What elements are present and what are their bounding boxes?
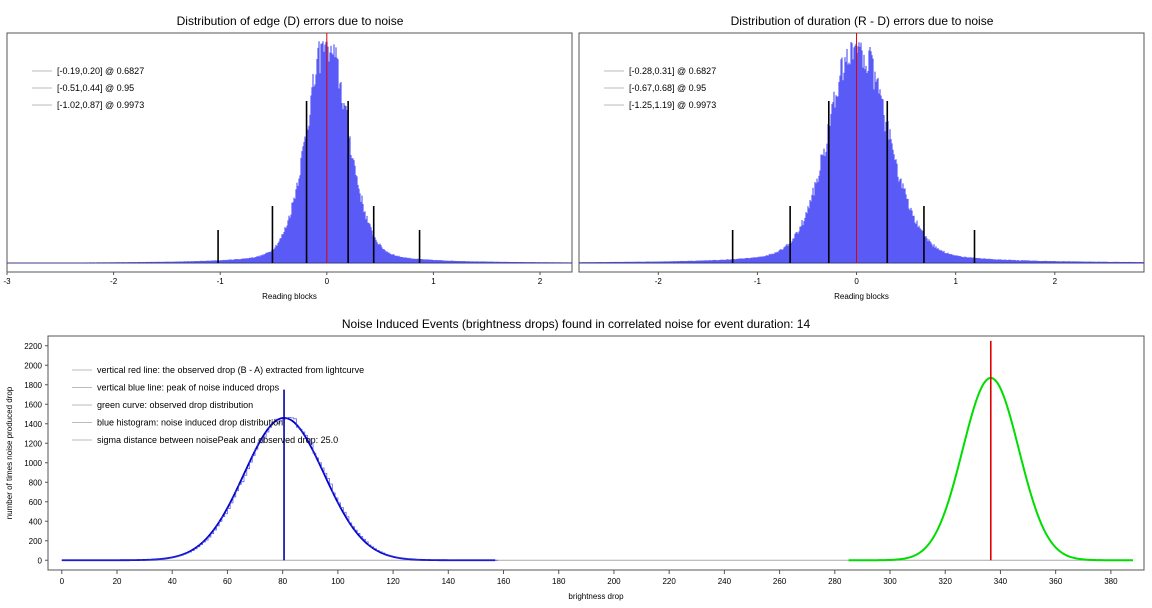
x-tick-label: 180: [552, 577, 566, 586]
y-tick-label: 1000: [24, 459, 42, 468]
y-tick-label: 600: [29, 498, 43, 507]
x-tick-label: 100: [331, 577, 345, 586]
x-tick-label: 320: [939, 577, 953, 586]
x-tick-label: 2: [538, 277, 543, 286]
legend-entry: [-0.19,0.20] @ 0.6827: [57, 66, 144, 76]
histogram-bars: [85, 41, 572, 263]
chart-title-noise-events: Noise Induced Events (brightness drops) …: [341, 317, 811, 331]
x-tick-label: 0: [60, 577, 65, 586]
y-tick-label: 2000: [24, 361, 42, 370]
x-tick-label: 140: [442, 577, 456, 586]
x-tick-label: 80: [278, 577, 287, 586]
x-tick-label: 120: [386, 577, 400, 586]
y-tick-label: 1200: [24, 439, 42, 448]
x-tick-label: -1: [217, 277, 225, 286]
x-tick-label: 360: [1049, 577, 1063, 586]
x-tick-label: 160: [497, 577, 511, 586]
y-tick-label: 200: [29, 537, 43, 546]
x-tick-label: 240: [718, 577, 732, 586]
x-tick-label: 0: [325, 277, 330, 286]
legend-entry: vertical red line: the observed drop (B …: [97, 365, 364, 375]
x-axis-label: brightness drop: [568, 592, 624, 601]
x-tick-label: 280: [828, 577, 842, 586]
x-tick-label: -1: [754, 277, 762, 286]
legend-entry: blue histogram: noise induced drop distr…: [97, 418, 283, 428]
x-tick-label: -2: [655, 277, 663, 286]
y-tick-label: 1400: [24, 420, 42, 429]
plot-frame: [6, 32, 573, 273]
x-axis-label: Reading blocks: [262, 292, 317, 301]
x-tick-label: 340: [994, 577, 1008, 586]
x-tick-label: 20: [113, 577, 122, 586]
x-tick-label: 2: [1053, 277, 1058, 286]
x-tick-label: 0: [854, 277, 859, 286]
y-tick-label: 400: [29, 517, 43, 526]
legend-entry: [-1.25,1.19] @ 0.9973: [629, 100, 716, 110]
legend-entry: vertical blue line: peak of noise induce…: [97, 383, 280, 393]
plot-frame: [47, 335, 1145, 571]
y-tick-label: 0: [38, 556, 43, 565]
legend-entry: [-0.67,0.68] @ 0.95: [629, 83, 706, 93]
x-tick-label: 40: [168, 577, 177, 586]
x-tick-label: 200: [607, 577, 621, 586]
x-tick-label: 300: [883, 577, 897, 586]
y-tick-label: 2200: [24, 342, 42, 351]
plot-frame: [578, 32, 1145, 273]
x-tick-label: 220: [662, 577, 676, 586]
legend-entry: [-1.02,0.87] @ 0.9973: [57, 100, 144, 110]
legend-entry: [-0.28,0.31] @ 0.6827: [629, 66, 716, 76]
chart-title-duration-errors: Distribution of duration (R - D) errors …: [730, 14, 994, 28]
chart-title-edge-errors: Distribution of edge (D) errors due to n…: [176, 14, 404, 28]
y-tick-label: 1800: [24, 381, 42, 390]
x-tick-label: 1: [431, 277, 436, 286]
legend-entry: [-0.51,0.44] @ 0.95: [57, 83, 134, 93]
noise-drop-histogram: [61, 417, 498, 561]
edge-error-chart: [-0.19,0.20] @ 0.6827 [-0.51,0.44] @ 0.95…: [3, 32, 573, 301]
x-tick-label: 380: [1104, 577, 1118, 586]
x-tick-label: -2: [110, 277, 118, 286]
x-tick-label: 260: [773, 577, 787, 586]
legend-entry: green curve: observed drop distribution: [97, 400, 253, 410]
y-tick-label: 1600: [24, 400, 42, 409]
x-axis-label: Reading blocks: [834, 292, 889, 301]
duration-error-chart: [-0.28,0.31] @ 0.6827 [-0.67,0.68] @ 0.95…: [578, 32, 1145, 301]
x-tick-label: 60: [223, 577, 232, 586]
legend-entry: sigma distance between noisePeak and obs…: [97, 435, 338, 445]
x-tick-label: -3: [3, 277, 11, 286]
y-axis-label: number of times noise produced drop: [5, 386, 14, 519]
y-tick-label: 800: [29, 478, 43, 487]
x-tick-label: 1: [953, 277, 958, 286]
